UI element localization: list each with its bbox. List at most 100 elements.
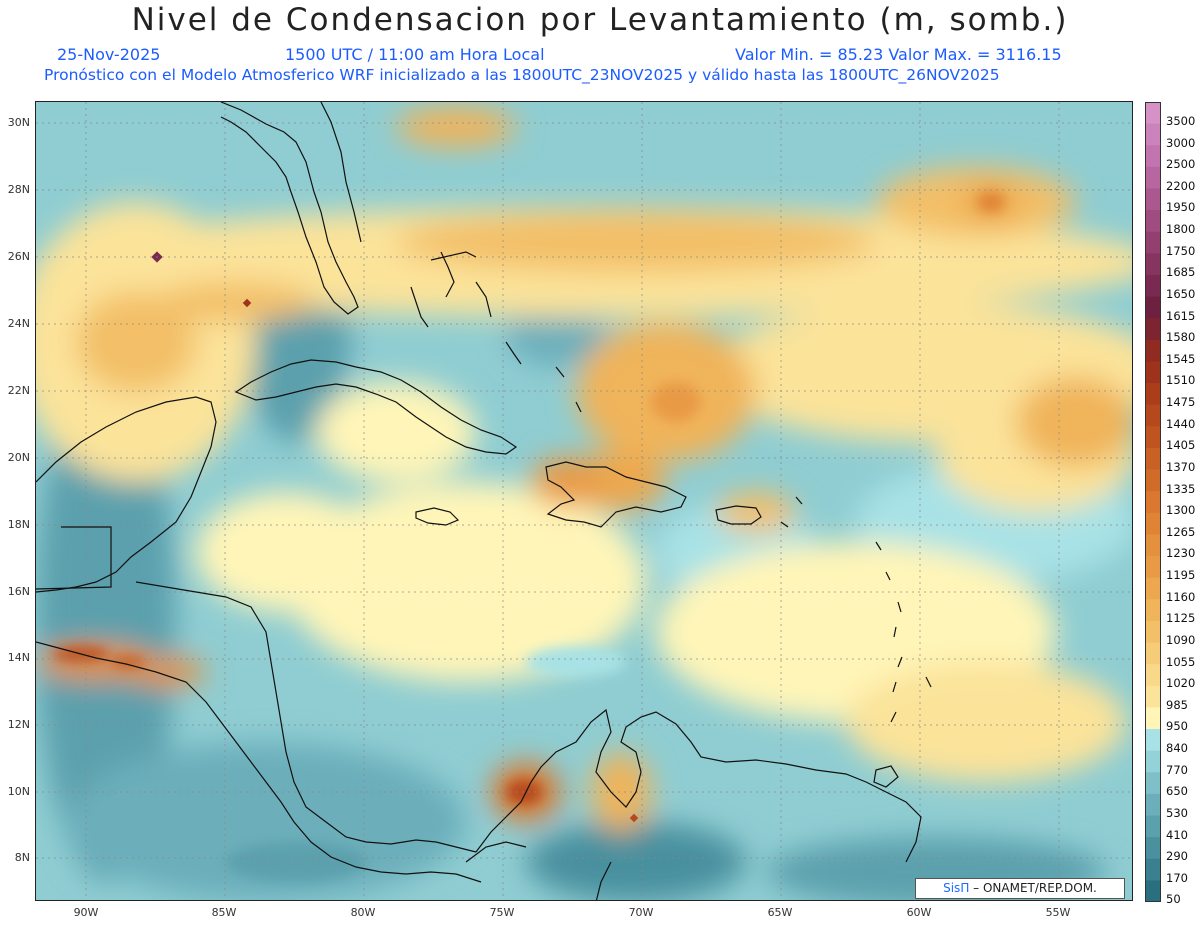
colorbar-label: 410 xyxy=(1166,827,1188,842)
colorbar-swatch xyxy=(1145,166,1161,189)
colorbar-label: 290 xyxy=(1166,849,1188,864)
colorbar-swatch xyxy=(1145,447,1161,471)
lon-label: 75W xyxy=(489,906,515,919)
lat-label: 26N xyxy=(7,250,30,263)
colorbar-label: 840 xyxy=(1166,741,1188,756)
colorbar-swatch xyxy=(1145,664,1161,687)
lat-label: 12N xyxy=(7,718,30,731)
colorbar-swatch xyxy=(1145,837,1161,860)
colorbar-swatch xyxy=(1145,880,1161,902)
lon-label: 60W xyxy=(906,906,932,919)
colorbar-swatch xyxy=(1145,383,1161,406)
colorbar-label: 1950 xyxy=(1166,200,1196,215)
graticule xyxy=(36,102,1132,900)
colorbar-label: 1300 xyxy=(1166,503,1196,518)
colorbar-swatch xyxy=(1145,534,1161,557)
colorbar-label: 770 xyxy=(1166,762,1188,777)
colorbar-swatch xyxy=(1145,815,1161,838)
colorbar-swatch xyxy=(1145,210,1161,233)
colorbar-swatch xyxy=(1145,274,1161,298)
colorbar-swatch xyxy=(1145,620,1161,644)
colorbar-swatch xyxy=(1145,102,1161,125)
lon-label: 55W xyxy=(1045,906,1071,919)
colorbar-label: 1230 xyxy=(1166,546,1196,561)
colorbar-label: 3500 xyxy=(1166,114,1196,128)
colorbar-label: 1055 xyxy=(1166,654,1196,669)
colorbar-swatch xyxy=(1145,793,1161,817)
colorbar-label: 1750 xyxy=(1166,243,1196,258)
colorbar-swatch xyxy=(1145,253,1161,276)
colorbar-label: 1125 xyxy=(1166,611,1196,626)
colorbar-swatch xyxy=(1145,188,1161,211)
colorbar xyxy=(1145,102,1161,902)
colorbar-label: 50 xyxy=(1166,892,1181,907)
colorbar-label: 1580 xyxy=(1166,330,1196,345)
lat-label: 22N xyxy=(7,384,30,397)
colorbar-swatch xyxy=(1145,491,1161,514)
colorbar-swatch xyxy=(1145,339,1161,362)
colorbar-swatch xyxy=(1145,426,1161,449)
lat-label: 14N xyxy=(7,651,30,664)
colorbar-swatch xyxy=(1145,296,1161,319)
colorbar-label: 2500 xyxy=(1166,157,1196,172)
lat-label: 10N xyxy=(7,785,30,798)
lon-label: 65W xyxy=(767,906,793,919)
forecast-time: 1500 UTC / 11:00 am Hora Local xyxy=(285,45,545,64)
colorbar-label: 1370 xyxy=(1166,459,1196,474)
min-max-values: Valor Min. = 85.23 Valor Max. = 3116.15 xyxy=(735,45,1062,64)
colorbar-label: 1440 xyxy=(1166,416,1196,431)
colorbar-label: 1265 xyxy=(1166,524,1196,539)
lon-label: 85W xyxy=(211,906,237,919)
colorbar-swatch xyxy=(1145,858,1161,881)
credit-text: – ONAMET/REP.DOM. xyxy=(969,881,1097,895)
colorbar-label: 1685 xyxy=(1166,265,1196,280)
colorbar-swatch xyxy=(1145,145,1161,168)
colorbar-label: 1020 xyxy=(1166,676,1196,691)
colorbar-swatch xyxy=(1145,750,1161,773)
colorbar-swatch xyxy=(1145,599,1161,622)
colorbar-border xyxy=(1145,102,1161,902)
lcl-map xyxy=(35,101,1133,901)
colorbar-label: 985 xyxy=(1166,697,1188,712)
colorbar-label: 1405 xyxy=(1166,438,1196,453)
colorbar-swatch xyxy=(1145,685,1161,708)
lat-label: 20N xyxy=(7,451,30,464)
colorbar-label: 3000 xyxy=(1166,135,1196,150)
colorbar-swatch xyxy=(1145,318,1161,341)
colorbar-swatch xyxy=(1145,642,1161,665)
colorbar-swatch xyxy=(1145,556,1161,579)
colorbar-label: 1650 xyxy=(1166,286,1196,301)
lat-label: 8N xyxy=(14,851,30,864)
colorbar-label: 1160 xyxy=(1166,589,1196,604)
lat-label: 18N xyxy=(7,518,30,531)
colorbar-swatch xyxy=(1145,772,1161,795)
colorbar-swatch xyxy=(1145,469,1161,492)
coastlines xyxy=(36,102,932,900)
colorbar-label: 530 xyxy=(1166,805,1188,820)
colorbar-label: 2200 xyxy=(1166,178,1196,193)
colorbar-label: 1090 xyxy=(1166,632,1196,647)
colorbar-swatch xyxy=(1145,231,1161,254)
lon-label: 70W xyxy=(628,906,654,919)
lat-label: 24N xyxy=(7,317,30,330)
model-note: Pronóstico con el Modelo Atmosferico WRF… xyxy=(44,66,1000,84)
lat-label: 28N xyxy=(7,183,30,196)
colorbar-label: 1335 xyxy=(1166,481,1196,496)
colorbar-swatch xyxy=(1145,404,1161,427)
colorbar-swatch xyxy=(1145,577,1161,600)
lat-label: 30N xyxy=(7,116,30,129)
forecast-date: 25-Nov-2025 xyxy=(57,45,161,64)
lon-label: 80W xyxy=(350,906,376,919)
colorbar-label: 950 xyxy=(1166,719,1188,734)
map-title: Nivel de Condensacion por Levantamiento … xyxy=(131,2,1069,38)
credit-box: SisΠ – ONAMET/REP.DOM. xyxy=(915,878,1125,899)
field-detail xyxy=(53,192,1005,882)
colorbar-label: 1545 xyxy=(1166,351,1196,366)
lat-label: 16N xyxy=(7,585,30,598)
colorbar-label: 1475 xyxy=(1166,395,1196,410)
colorbar-swatch xyxy=(1145,123,1161,146)
colorbar-label: 1615 xyxy=(1166,308,1196,323)
colorbar-swatch xyxy=(1145,707,1161,730)
lon-label: 90W xyxy=(73,906,99,919)
colorbar-swatch xyxy=(1145,729,1161,752)
